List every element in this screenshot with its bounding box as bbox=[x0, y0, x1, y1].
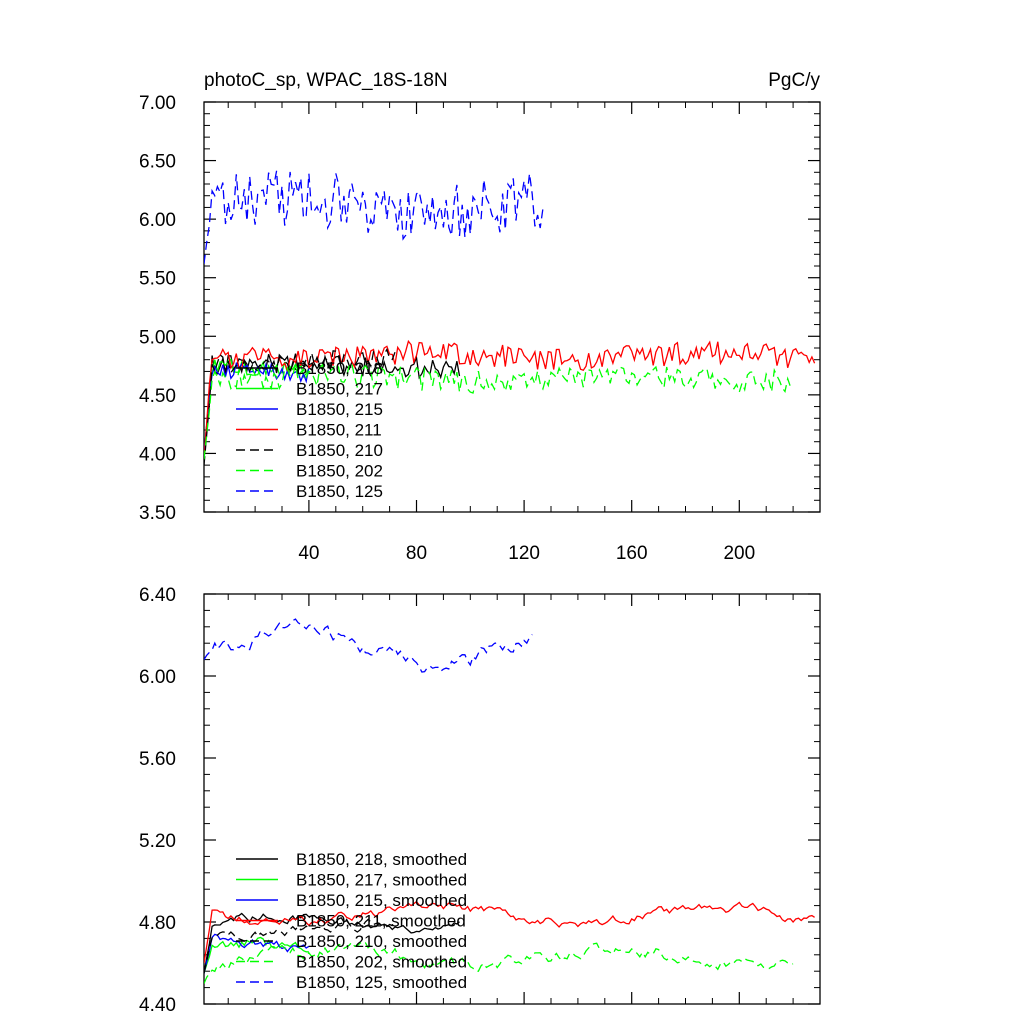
legend: B1850, 218, smoothed B1850, 217, smoothed… bbox=[236, 850, 467, 992]
y-axis: 3.50 4.00 4.50 5.00 5.50 6.00 6.50 7.00 bbox=[139, 93, 820, 524]
series-line bbox=[204, 936, 309, 974]
y-tick-label: 4.50 bbox=[139, 386, 176, 407]
series-line bbox=[204, 362, 794, 460]
plot-frame bbox=[203, 101, 821, 513]
top-panel: 3.50 4.00 4.50 5.00 5.50 6.00 6.50 7.00 40 80 120 1… bbox=[139, 70, 821, 564]
legend-entry: B1850, 210, smoothed bbox=[296, 932, 467, 951]
x-tick-label: 120 bbox=[508, 543, 540, 564]
plot-frame bbox=[203, 593, 821, 1005]
chart-units: PgC/y bbox=[768, 70, 820, 91]
series-line bbox=[204, 900, 815, 964]
y-tick-label: 5.20 bbox=[139, 831, 176, 852]
legend-entry: B1850, 211, smoothed bbox=[296, 912, 466, 931]
x-axis: 40 80 120 160 200 bbox=[227, 102, 821, 564]
x-tick-label: 160 bbox=[616, 543, 648, 564]
series-lines bbox=[204, 618, 815, 984]
legend-entry: B1850, 125, smoothed bbox=[296, 973, 467, 992]
bottom-panel: 4.40 4.80 5.20 5.60 6.00 6.40 B1850, 218, smoo… bbox=[139, 585, 821, 1016]
series-line bbox=[204, 339, 816, 460]
legend-entry: B1850, 215 bbox=[296, 400, 383, 419]
y-tick-label: 4.40 bbox=[139, 995, 176, 1016]
legend-entry: B1850, 125 bbox=[296, 482, 383, 501]
x-tick-label: 40 bbox=[298, 543, 319, 564]
y-tick-label: 3.50 bbox=[139, 503, 176, 524]
legend-entry: B1850, 218, smoothed bbox=[296, 850, 467, 869]
legend-entry: B1850, 217, smoothed bbox=[296, 871, 467, 890]
series-line bbox=[204, 347, 396, 466]
legend-entry: B1850, 218 bbox=[296, 359, 383, 378]
y-tick-label: 6.00 bbox=[139, 210, 176, 231]
series-lines bbox=[204, 170, 816, 466]
y-tick-label: 4.80 bbox=[139, 913, 176, 934]
x-tick-label: 200 bbox=[723, 543, 755, 564]
y-tick-label: 7.00 bbox=[139, 93, 176, 114]
series-line bbox=[204, 912, 460, 974]
legend-entry: B1850, 215, smoothed bbox=[296, 891, 467, 910]
y-tick-label: 5.60 bbox=[139, 749, 176, 770]
legend-entry: B1850, 202 bbox=[296, 462, 383, 481]
series-line bbox=[204, 618, 533, 673]
x-tick-label: 80 bbox=[406, 543, 427, 564]
legend-entry: B1850, 211 bbox=[296, 421, 382, 440]
chart-title: photoC_sp, WPAC_18S-18N bbox=[204, 70, 448, 91]
y-tick-label: 5.00 bbox=[139, 327, 176, 348]
y-axis: 4.40 4.80 5.20 5.60 6.00 6.40 bbox=[139, 585, 820, 1016]
y-tick-label: 6.00 bbox=[139, 667, 176, 688]
series-line bbox=[204, 933, 310, 974]
x-axis bbox=[227, 594, 821, 1004]
series-line bbox=[204, 170, 544, 264]
series-line bbox=[204, 940, 794, 984]
legend-entry: B1850, 217 bbox=[296, 380, 383, 399]
y-tick-label: 5.50 bbox=[139, 269, 176, 290]
legend-entry: B1850, 202, smoothed bbox=[296, 953, 467, 972]
y-tick-label: 6.40 bbox=[139, 585, 176, 606]
y-tick-label: 4.00 bbox=[139, 444, 176, 465]
y-tick-label: 6.50 bbox=[139, 152, 176, 173]
legend-entry: B1850, 210 bbox=[296, 441, 383, 460]
